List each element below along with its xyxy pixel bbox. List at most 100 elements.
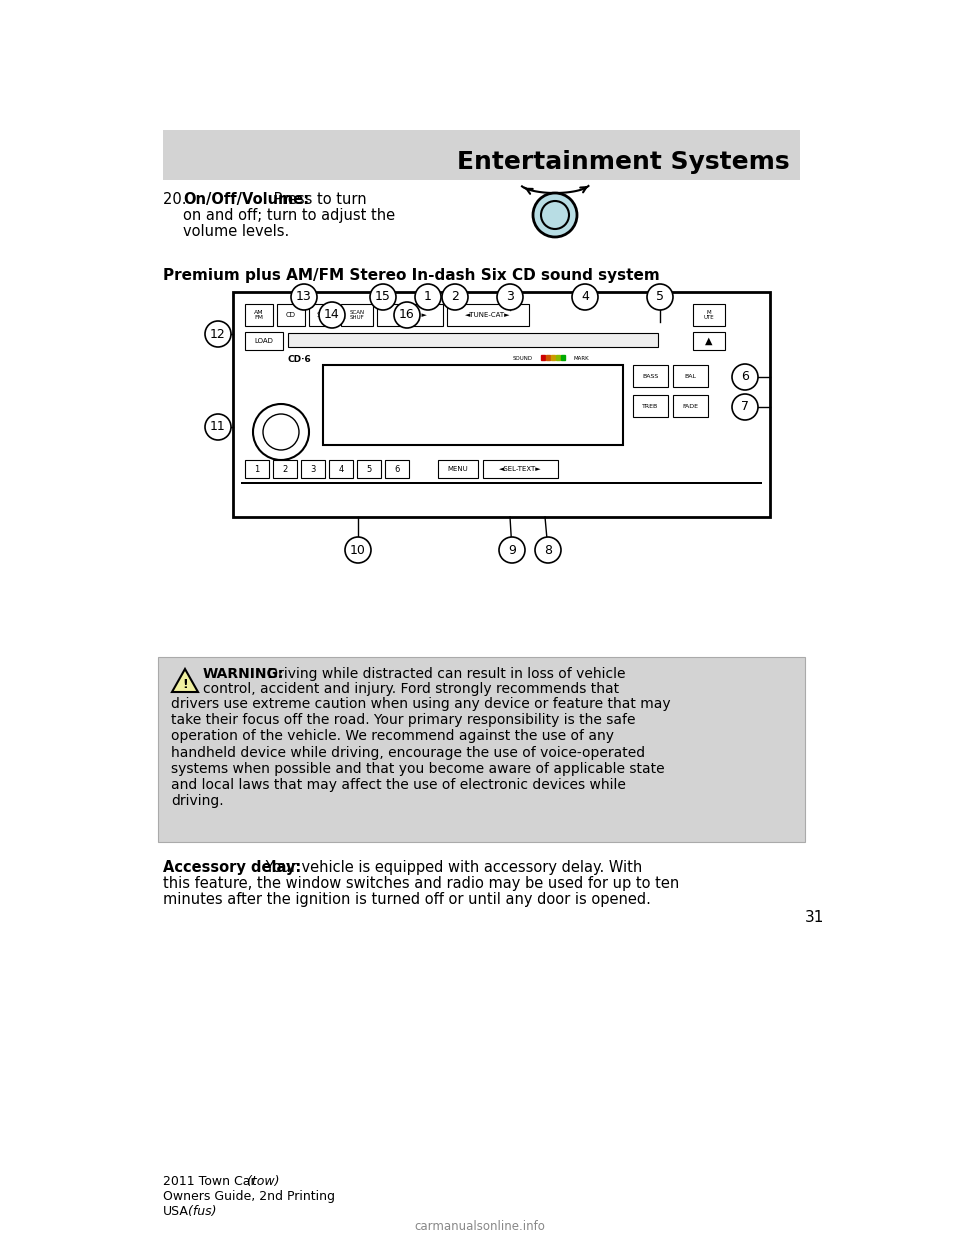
- Text: SCAN
SHUF: SCAN SHUF: [349, 309, 365, 320]
- Text: 16: 16: [399, 308, 415, 322]
- Bar: [693, 332, 725, 350]
- Circle shape: [533, 193, 577, 237]
- Text: 6: 6: [395, 465, 399, 473]
- Text: CD: CD: [286, 312, 296, 318]
- Bar: [561, 355, 565, 360]
- Text: ▲: ▲: [706, 337, 712, 347]
- Circle shape: [319, 302, 345, 328]
- Text: M
UTE: M UTE: [704, 309, 714, 320]
- Circle shape: [499, 537, 525, 563]
- Text: 7: 7: [741, 400, 749, 414]
- Text: minutes after the ignition is turned off or until any door is opened.: minutes after the ignition is turned off…: [163, 892, 651, 907]
- Circle shape: [497, 284, 523, 310]
- Bar: [556, 355, 560, 360]
- Circle shape: [732, 394, 758, 420]
- Text: 5: 5: [656, 291, 664, 303]
- Bar: [277, 304, 305, 325]
- Circle shape: [205, 320, 231, 347]
- Text: 12: 12: [210, 328, 226, 340]
- Circle shape: [205, 414, 231, 440]
- Bar: [377, 304, 443, 325]
- Circle shape: [541, 201, 569, 229]
- Bar: [158, 657, 805, 842]
- Text: 3: 3: [310, 465, 316, 473]
- Text: 5: 5: [367, 465, 372, 473]
- Text: !: !: [182, 677, 188, 691]
- Circle shape: [291, 284, 317, 310]
- Text: LOAD: LOAD: [254, 338, 274, 344]
- Bar: [673, 365, 708, 388]
- Text: ◄SEL-TEXT►: ◄SEL-TEXT►: [499, 466, 541, 472]
- Text: TREB: TREB: [642, 404, 659, 409]
- Text: Owners Guide, 2nd Printing: Owners Guide, 2nd Printing: [163, 1190, 335, 1203]
- Text: USA: USA: [163, 1205, 189, 1218]
- Text: 6: 6: [741, 370, 749, 384]
- Text: 4: 4: [338, 465, 344, 473]
- Text: 1: 1: [254, 465, 259, 473]
- Text: (fus): (fus): [184, 1205, 217, 1218]
- Text: 9: 9: [508, 544, 516, 556]
- Circle shape: [415, 284, 441, 310]
- Text: SAT: SAT: [317, 312, 329, 318]
- Text: (tow): (tow): [243, 1175, 279, 1189]
- Text: 3: 3: [506, 291, 514, 303]
- Text: Press to turn: Press to turn: [269, 193, 367, 207]
- Circle shape: [263, 414, 299, 450]
- Text: 1: 1: [424, 291, 432, 303]
- Bar: [357, 460, 381, 478]
- Bar: [329, 460, 353, 478]
- Bar: [233, 292, 770, 517]
- Text: 20.: 20.: [163, 193, 191, 207]
- Bar: [633, 365, 668, 388]
- Text: 8: 8: [544, 544, 552, 556]
- Circle shape: [572, 284, 598, 310]
- Text: this feature, the window switches and radio may be used for up to ten: this feature, the window switches and ra…: [163, 876, 680, 891]
- Bar: [633, 395, 668, 417]
- Text: 14: 14: [324, 308, 340, 322]
- Text: control, accident and injury. Ford strongly recommends that: control, accident and injury. Ford stron…: [203, 682, 619, 696]
- Text: drivers use extreme caution when using any device or feature that may
take their: drivers use extreme caution when using a…: [171, 697, 671, 809]
- Text: Accessory delay:: Accessory delay:: [163, 859, 301, 876]
- Circle shape: [253, 404, 309, 460]
- Text: WARNING:: WARNING:: [203, 667, 284, 681]
- Bar: [288, 333, 658, 347]
- Circle shape: [535, 537, 561, 563]
- Text: on and off; turn to adjust the: on and off; turn to adjust the: [183, 207, 396, 224]
- Text: CD·6: CD·6: [288, 354, 312, 364]
- Text: 10: 10: [350, 544, 366, 556]
- Text: 15: 15: [375, 291, 391, 303]
- Text: 4: 4: [581, 291, 588, 303]
- Text: Your vehicle is equipped with accessory delay. With: Your vehicle is equipped with accessory …: [261, 859, 642, 876]
- Text: Driving while distracted can result in loss of vehicle: Driving while distracted can result in l…: [263, 667, 626, 681]
- Text: BAL: BAL: [684, 374, 697, 379]
- Circle shape: [370, 284, 396, 310]
- Bar: [273, 460, 297, 478]
- Bar: [309, 304, 337, 325]
- Text: carmanualsonline.info: carmanualsonline.info: [415, 1220, 545, 1233]
- Text: 2: 2: [282, 465, 288, 473]
- Text: Entertainment Systems: Entertainment Systems: [457, 150, 790, 174]
- Text: BASS: BASS: [642, 374, 659, 379]
- Circle shape: [732, 364, 758, 390]
- Text: On/Off/Volume:: On/Off/Volume:: [183, 193, 309, 207]
- Text: AM
FM: AM FM: [254, 309, 264, 320]
- Circle shape: [442, 284, 468, 310]
- Bar: [385, 460, 409, 478]
- Text: ◄ SEEK ►: ◄ SEEK ►: [394, 312, 426, 318]
- Circle shape: [394, 302, 420, 328]
- Circle shape: [647, 284, 673, 310]
- Text: 2: 2: [451, 291, 459, 303]
- Bar: [673, 395, 708, 417]
- Polygon shape: [172, 669, 198, 692]
- Bar: [245, 332, 283, 350]
- Bar: [241, 482, 762, 484]
- Bar: [301, 460, 325, 478]
- Circle shape: [345, 537, 371, 563]
- Bar: [483, 460, 558, 478]
- Bar: [551, 355, 555, 360]
- Bar: [438, 460, 478, 478]
- Text: 11: 11: [210, 421, 226, 433]
- Bar: [245, 460, 269, 478]
- Bar: [323, 365, 623, 445]
- Text: MENU: MENU: [447, 466, 468, 472]
